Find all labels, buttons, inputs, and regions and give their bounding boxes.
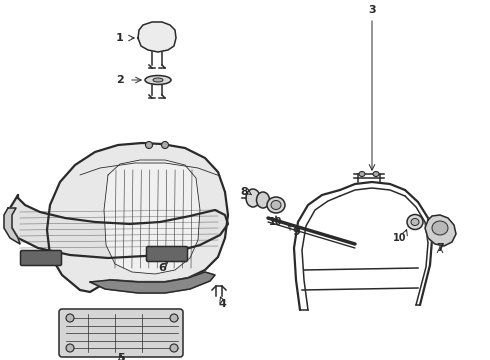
Ellipse shape bbox=[271, 201, 281, 210]
Ellipse shape bbox=[256, 192, 270, 208]
Circle shape bbox=[66, 314, 74, 322]
Ellipse shape bbox=[407, 215, 423, 230]
Ellipse shape bbox=[373, 171, 379, 176]
Text: 8: 8 bbox=[240, 187, 248, 197]
Ellipse shape bbox=[267, 197, 285, 213]
FancyBboxPatch shape bbox=[59, 309, 183, 357]
Polygon shape bbox=[4, 208, 20, 244]
Text: 7: 7 bbox=[436, 243, 444, 253]
Polygon shape bbox=[425, 215, 456, 246]
Text: 5: 5 bbox=[117, 353, 125, 360]
Circle shape bbox=[170, 344, 178, 352]
Circle shape bbox=[66, 344, 74, 352]
Circle shape bbox=[146, 141, 152, 148]
Ellipse shape bbox=[432, 221, 448, 235]
Polygon shape bbox=[47, 143, 228, 292]
Ellipse shape bbox=[145, 76, 171, 85]
Circle shape bbox=[162, 141, 169, 148]
Polygon shape bbox=[138, 22, 176, 52]
FancyBboxPatch shape bbox=[21, 251, 62, 266]
Text: 1: 1 bbox=[116, 33, 124, 43]
Polygon shape bbox=[10, 195, 228, 258]
Ellipse shape bbox=[153, 78, 163, 82]
Text: 6: 6 bbox=[158, 263, 166, 273]
Text: 4: 4 bbox=[218, 299, 226, 309]
Polygon shape bbox=[90, 272, 215, 293]
Ellipse shape bbox=[359, 171, 365, 176]
Ellipse shape bbox=[411, 219, 419, 225]
Text: 3: 3 bbox=[368, 5, 376, 15]
FancyBboxPatch shape bbox=[147, 247, 188, 261]
Ellipse shape bbox=[246, 189, 260, 207]
Text: 10: 10 bbox=[269, 217, 283, 227]
Text: 2: 2 bbox=[116, 75, 124, 85]
Polygon shape bbox=[104, 160, 200, 274]
Text: 9: 9 bbox=[292, 227, 300, 237]
Text: 10: 10 bbox=[393, 233, 407, 243]
Circle shape bbox=[170, 314, 178, 322]
